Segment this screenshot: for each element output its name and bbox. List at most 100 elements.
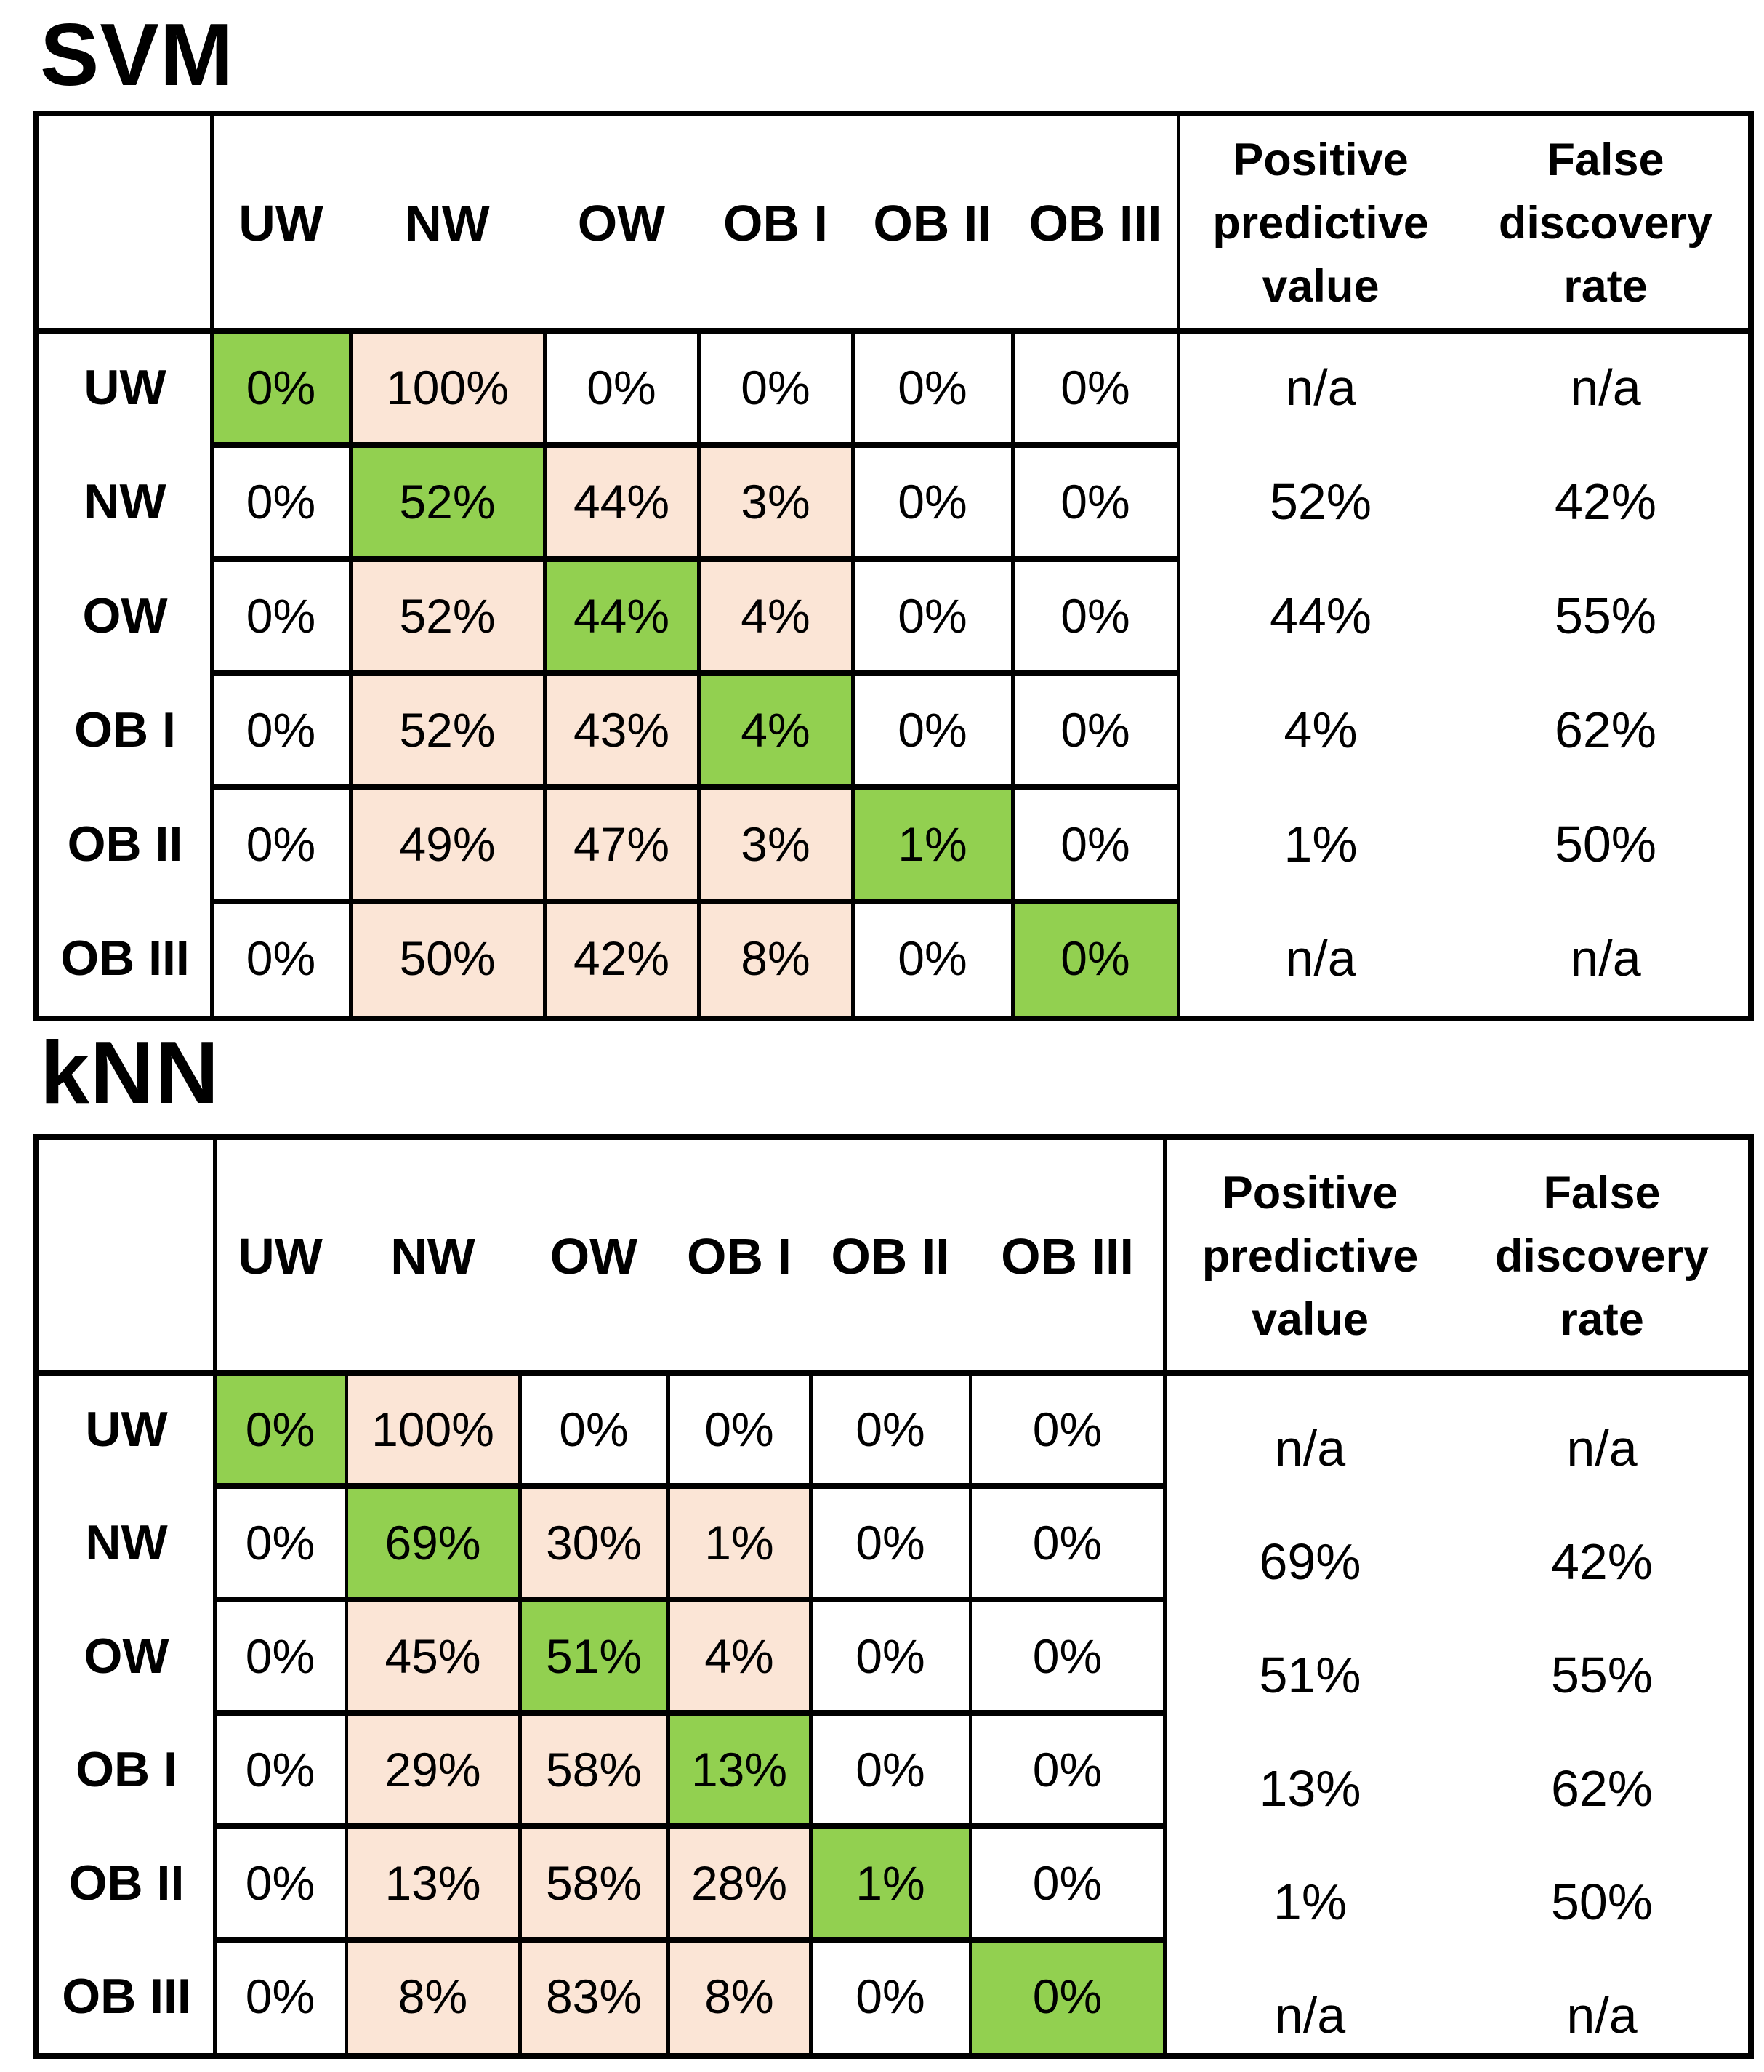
matrix-cell: 1% [853, 787, 1012, 902]
column-header-knn: OB I [687, 1228, 792, 1285]
matrix-cell: 8% [698, 902, 853, 1016]
grid-line-vertical [850, 331, 855, 1016]
column-header-knn: OB III [1001, 1228, 1134, 1285]
grid-line-vertical [696, 331, 701, 1016]
ppv-header: Positive predictive value [1178, 116, 1463, 331]
column-header-knn: UW [238, 1228, 323, 1285]
column-header-svm: OB I [723, 195, 828, 252]
corner-cell [39, 1140, 214, 1373]
grid-line-horizontal [214, 1483, 1164, 1489]
column-header-knn: OW [549, 1228, 638, 1285]
matrix-cell: 0% [544, 331, 698, 445]
matrix-cell: 47% [544, 787, 698, 902]
fdr-header-line: rate [1563, 261, 1648, 312]
matrix-cell: 0% [212, 787, 350, 902]
matrix-cell: 0% [970, 1486, 1164, 1599]
row-label-knn: NW [85, 1515, 168, 1570]
matrix-cell: 69% [346, 1486, 520, 1599]
grid-line-horizontal [214, 1937, 1164, 1943]
matrix-cell: 13% [346, 1826, 520, 1940]
grid-line-horizontal [39, 1370, 1748, 1376]
matrix-cell: 44% [544, 445, 698, 559]
fdr-header-line: False [1547, 134, 1664, 185]
matrix-cell: 45% [346, 1599, 520, 1713]
fdr-value: n/a [1566, 1987, 1638, 2044]
matrix-cell: 0% [1012, 445, 1178, 559]
table-title-svm: SVM [40, 5, 235, 104]
matrix-cell: 8% [668, 1940, 810, 2053]
fdr-value: 50% [1554, 816, 1657, 872]
matrix-cell: 29% [346, 1713, 520, 1826]
matrix-cell: 100% [346, 1373, 520, 1486]
matrix-cell: 0% [810, 1940, 970, 2053]
grid-line-vertical [542, 331, 547, 1016]
matrix-cell: 0% [970, 1713, 1164, 1826]
ppv-header-line: predictive [1201, 1230, 1419, 1282]
grid-line-vertical [1176, 116, 1180, 1016]
fdr-value: 42% [1550, 1533, 1654, 1590]
grid-line-vertical [209, 116, 214, 1016]
confusion-table-knn: UW NW OW OB I OB II OB III Positive predictive v… [33, 1134, 1754, 2059]
matrix-cell: 100% [350, 331, 544, 445]
matrix-cell: 4% [698, 673, 853, 787]
matrix-cell: 13% [668, 1713, 810, 1826]
matrix-cell: 49% [350, 787, 544, 902]
grid-line-vertical [1010, 331, 1015, 1016]
grid-line-vertical [517, 1373, 522, 2053]
matrix-cell: 0% [853, 673, 1012, 787]
matrix-cell: 52% [350, 445, 544, 559]
matrix-cell: 0% [810, 1713, 970, 1826]
grid-line-horizontal [212, 670, 1178, 676]
matrix-cell: 0% [212, 673, 350, 787]
matrix-cell: 0% [212, 559, 350, 673]
table-title-knn: kNN [40, 1023, 220, 1122]
matrix-cell: 0% [214, 1373, 346, 1486]
ppv-value: n/a [1274, 1420, 1346, 1477]
grid-line-horizontal [214, 1597, 1164, 1602]
matrix-cell: 0% [1012, 787, 1178, 902]
matrix-cell: 58% [520, 1826, 668, 1940]
ppv-header-line: value [1262, 261, 1380, 312]
grid-line-horizontal [214, 1823, 1164, 1829]
fdr-header: False discovery rate [1456, 1140, 1748, 1373]
fdr-header-line: False [1543, 1167, 1661, 1218]
matrix-cell: 0% [214, 1826, 346, 1940]
row-label-svm: OB III [60, 931, 190, 986]
ppv-value: 1% [1273, 1874, 1348, 1930]
matrix-cell: 50% [350, 902, 544, 1016]
matrix-cell: 0% [853, 902, 1012, 1016]
column-header-svm: OW [577, 195, 666, 252]
matrix-cell: 0% [810, 1486, 970, 1599]
ppv-value: 4% [1284, 702, 1358, 758]
ppv-header-line: predictive [1212, 198, 1429, 249]
ppv-header-line: Positive [1222, 1167, 1398, 1218]
matrix-cell: 8% [346, 1940, 520, 2053]
row-label-knn: UW [85, 1402, 168, 1457]
grid-line-horizontal [212, 899, 1178, 904]
row-label-svm: OW [82, 588, 168, 643]
matrix-cell: 0% [520, 1373, 668, 1486]
matrix-cell: 28% [668, 1826, 810, 1940]
ppv-value: n/a [1274, 1987, 1346, 2044]
grid-line-horizontal [39, 328, 1748, 334]
matrix-cell: 3% [698, 445, 853, 559]
matrix-cell: 51% [520, 1599, 668, 1713]
matrix-cell: 0% [970, 1826, 1164, 1940]
matrix-cell: 0% [212, 331, 350, 445]
ppv-value: 44% [1269, 587, 1372, 644]
grid-line-horizontal [214, 1710, 1164, 1716]
matrix-cell: 0% [214, 1486, 346, 1599]
row-label-knn: OB III [62, 1969, 191, 2024]
fdr-value: n/a [1570, 359, 1641, 416]
matrix-cell: 4% [668, 1599, 810, 1713]
grid-line-horizontal [212, 556, 1178, 562]
matrix-cell: 4% [698, 559, 853, 673]
matrix-cell: 0% [1012, 331, 1178, 445]
matrix-cell: 0% [214, 1940, 346, 2053]
matrix-cell: 43% [544, 673, 698, 787]
matrix-cell: 0% [853, 331, 1012, 445]
corner-cell [39, 116, 212, 331]
matrix-cell: 52% [350, 673, 544, 787]
column-header-knn: OB II [831, 1228, 950, 1285]
